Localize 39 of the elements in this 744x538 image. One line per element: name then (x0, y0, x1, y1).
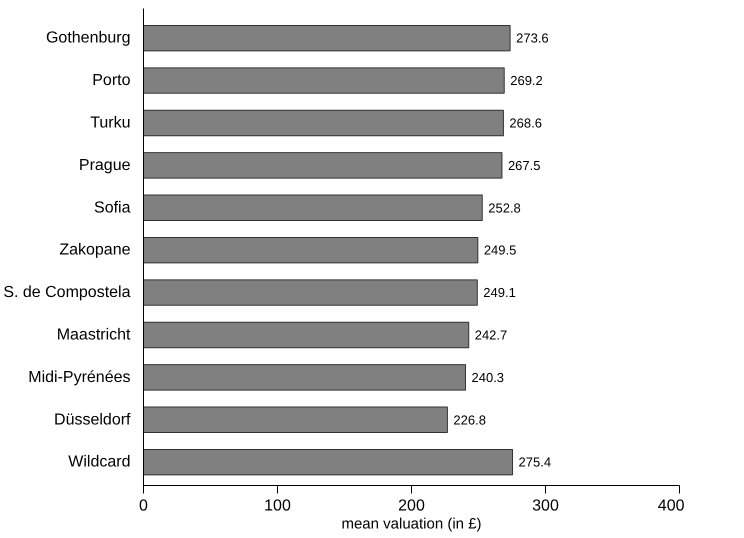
bar (144, 448, 514, 476)
data-label: 273.6 (516, 30, 549, 46)
bar (144, 322, 470, 348)
y-tick-label: Zakopane (59, 242, 131, 259)
y-tick-label: Turku (90, 114, 131, 132)
bar (144, 279, 478, 306)
y-tick-label: Wildcard (68, 454, 130, 471)
y-tick-label: S. de Compostela (3, 284, 131, 302)
data-label: 249.1 (483, 285, 516, 300)
y-tick-label: Midi-Pyrénées (28, 368, 131, 386)
x-tick-label: 100 (264, 498, 291, 514)
bar (144, 110, 504, 136)
x-tick-label: 200 (398, 498, 425, 514)
data-label: 249.5 (484, 242, 516, 258)
y-tick-label: Sofia (94, 199, 131, 216)
data-label: 268.6 (509, 115, 542, 130)
bar (144, 24, 511, 52)
x-tick-label: 400 (658, 498, 685, 514)
bar (144, 236, 478, 264)
x-tick-label: 300 (532, 498, 559, 514)
data-label: 242.7 (474, 327, 508, 342)
data-label: 252.8 (488, 200, 521, 216)
y-tick-label: Porto (92, 72, 131, 90)
data-label: 275.4 (518, 454, 552, 470)
bar (144, 67, 505, 94)
y-tick-label: Gothenburg (46, 30, 131, 47)
x-tick-label: 0 (139, 498, 148, 514)
data-label: 269.2 (510, 73, 543, 88)
bar (144, 406, 448, 433)
y-tick-label: Prague (78, 156, 131, 174)
x-axis-title: mean valuation (in £) (341, 516, 482, 532)
data-label: 267.5 (508, 158, 540, 173)
bar (144, 364, 466, 391)
y-tick-label: Maastricht (56, 326, 132, 344)
y-tick-label: Düsseldorf (54, 411, 132, 428)
data-label: 226.8 (453, 412, 486, 428)
data-label: 240.3 (472, 370, 504, 385)
bar (144, 194, 483, 221)
bar (144, 152, 502, 179)
